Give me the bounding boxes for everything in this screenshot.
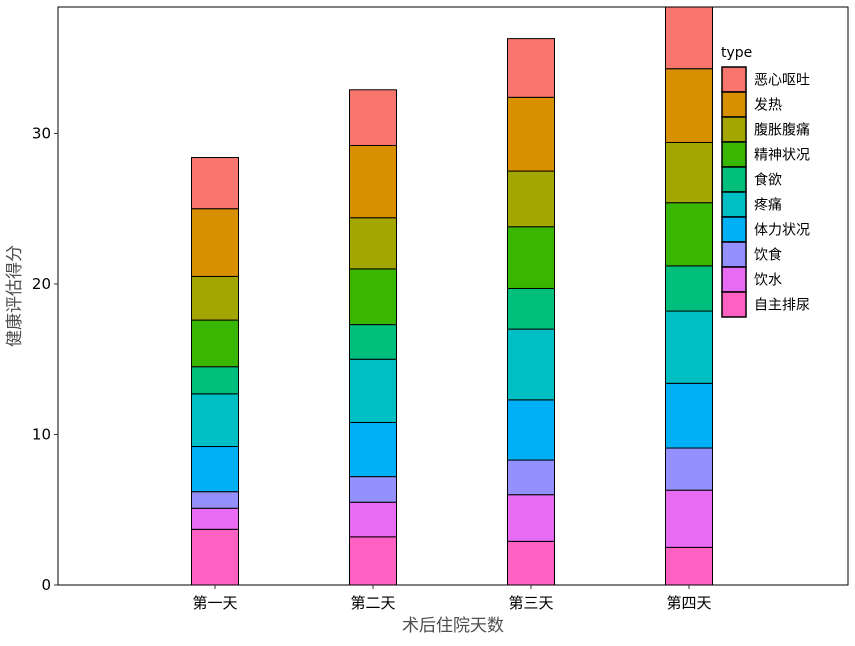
legend-key [721, 166, 747, 193]
bar-segment [349, 536, 397, 586]
bar-segment [507, 96, 555, 172]
legend-label: 腹胀腹痛 [754, 122, 810, 139]
bars-layer [191, 6, 713, 586]
y-tick-label: 30 [32, 124, 51, 142]
legend-key [721, 116, 747, 143]
legend-key [721, 91, 747, 118]
legend-label: 恶心呕吐 [754, 73, 810, 89]
legend-key [721, 66, 747, 93]
bar-segment [349, 217, 397, 270]
x-axis-title: 术后住院天数 [402, 616, 504, 636]
legend-key [721, 141, 747, 168]
bar-segment [665, 265, 713, 312]
bar-segment [665, 546, 713, 586]
bar-segment [349, 421, 397, 478]
bar-segment [191, 157, 239, 210]
legend-key [721, 241, 747, 268]
bar-segment [191, 275, 239, 321]
bar-segment [349, 268, 397, 326]
bar-segment [507, 494, 555, 542]
bar-segment [665, 489, 713, 548]
y-tick-label: 10 [32, 425, 51, 443]
plot-panel [57, 6, 849, 586]
x-tick-label: 第四天 [666, 594, 711, 612]
bar-segment [665, 141, 713, 204]
legend-label: 饮水 [754, 273, 782, 289]
legend-key [721, 291, 747, 318]
bar-segment [507, 287, 555, 330]
legend-key [721, 191, 747, 218]
bar-segment [349, 89, 397, 146]
bar-segment [665, 382, 713, 449]
bar-segment [665, 6, 713, 70]
bar-segment [349, 324, 397, 360]
bar-segment [349, 501, 397, 538]
y-axis: 0 10 20 30 [32, 124, 58, 594]
bar-segment [349, 358, 397, 423]
bar-segment [191, 319, 239, 368]
bar-segment [507, 540, 555, 586]
legend-label: 体力状况 [754, 223, 810, 239]
bar-segment [349, 144, 397, 219]
bar-segment [191, 446, 239, 493]
legend-label: 食欲 [754, 172, 782, 189]
bar-segment [507, 170, 555, 228]
bar-segment [191, 507, 239, 530]
legend-key [721, 266, 747, 293]
legend-label: 自主排尿 [754, 298, 810, 314]
legend-label: 精神状况 [754, 148, 810, 164]
bar-segment [191, 528, 239, 586]
bar-segment [665, 310, 713, 384]
bar-segment [507, 328, 555, 401]
bar-segment [665, 68, 713, 143]
legend-title: type [721, 45, 752, 61]
x-tick-label: 第二天 [350, 594, 395, 612]
x-axis: 第一天 第二天 第三天 第四天 [192, 585, 712, 612]
bar-segment [507, 226, 555, 289]
y-axis-title: 健康评估得分 [5, 245, 25, 347]
x-tick-label: 第三天 [508, 594, 553, 612]
legend-label: 发热 [754, 98, 782, 114]
y-tick-label: 0 [41, 576, 51, 594]
y-tick-label: 20 [32, 275, 51, 293]
bar-segment [665, 202, 713, 267]
bar-segment [191, 491, 239, 509]
legend-label: 疼痛 [754, 197, 782, 214]
bar-segment [665, 447, 713, 491]
bar-segment [507, 38, 555, 98]
bar-segment [507, 399, 555, 461]
bar-segment [349, 476, 397, 503]
legend-key [721, 216, 747, 243]
x-tick-label: 第一天 [192, 594, 237, 612]
bar-segment [191, 393, 239, 448]
bar-segment [191, 366, 239, 395]
bar-segment [507, 459, 555, 496]
legend-label: 饮食 [754, 247, 782, 264]
bar-segment [191, 208, 239, 277]
